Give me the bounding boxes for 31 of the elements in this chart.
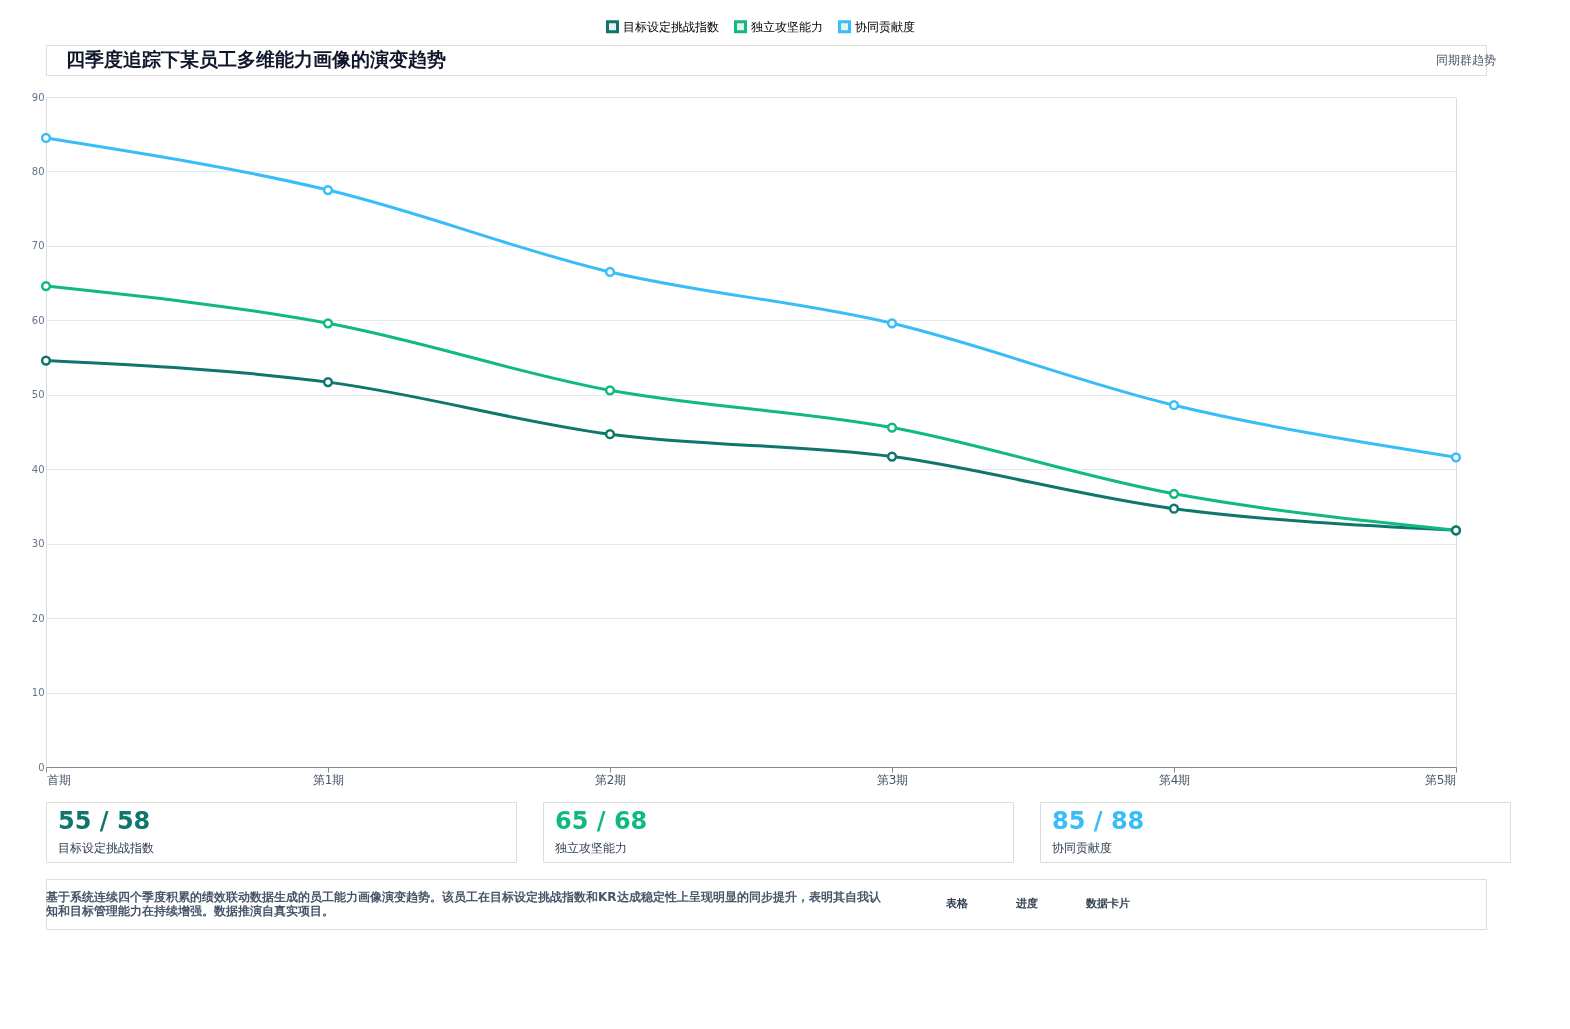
text: 目标设定挑战指数	[58, 841, 154, 855]
y-tick-label: 20	[31, 612, 45, 624]
text: 进度	[1015, 897, 1038, 910]
x-tick-label: 首期	[46, 772, 71, 787]
x-tick-label: 第1期	[312, 772, 345, 787]
y-tick-label: 50	[31, 389, 45, 401]
legend-label: 独立攻坚能力	[751, 19, 823, 34]
y-tick-label: 70	[31, 240, 45, 252]
text: 55 / 58	[58, 807, 151, 835]
legend-label: 协同贡献度	[855, 19, 915, 34]
x-tick-label: 第4期	[1158, 772, 1191, 787]
legend-label: 目标设定挑战指数	[623, 19, 719, 34]
y-tick-label: 90	[31, 91, 45, 103]
y-tick-label: 60	[31, 314, 45, 326]
y-tick-label: 80	[31, 165, 45, 177]
x-tick-label: 第5期	[1424, 772, 1457, 787]
text: 65 / 68	[555, 807, 648, 835]
text: 协同贡献度	[1052, 841, 1112, 855]
text: 独立攻坚能力	[555, 841, 627, 855]
text: 数据卡片	[1085, 897, 1130, 910]
chart-subtitle: 同期群趋势	[1436, 53, 1496, 67]
x-tick-label: 第2期	[594, 772, 627, 787]
text: 基于系统连续四个季度积累的绩效联动数据生成的员工能力画像演变趋势。该员工在目标设定挑战指数和KR达成稳定性上呈现明显的同步提升，表明其自我认知和目标管理能力在持续增强。数据推演自真实项目。	[45, 890, 882, 918]
chart-title: 四季度追踪下某员工多维能力画像的演变趋势	[66, 48, 446, 70]
text: 表格	[945, 897, 969, 910]
y-tick-label: 10	[31, 687, 45, 699]
y-tick-label: 30	[31, 538, 45, 550]
y-tick-label: 40	[31, 463, 45, 475]
y-tick-label: 0	[38, 761, 45, 773]
x-tick-label: 第3期	[876, 772, 909, 787]
text: 85 / 88	[1052, 807, 1145, 835]
